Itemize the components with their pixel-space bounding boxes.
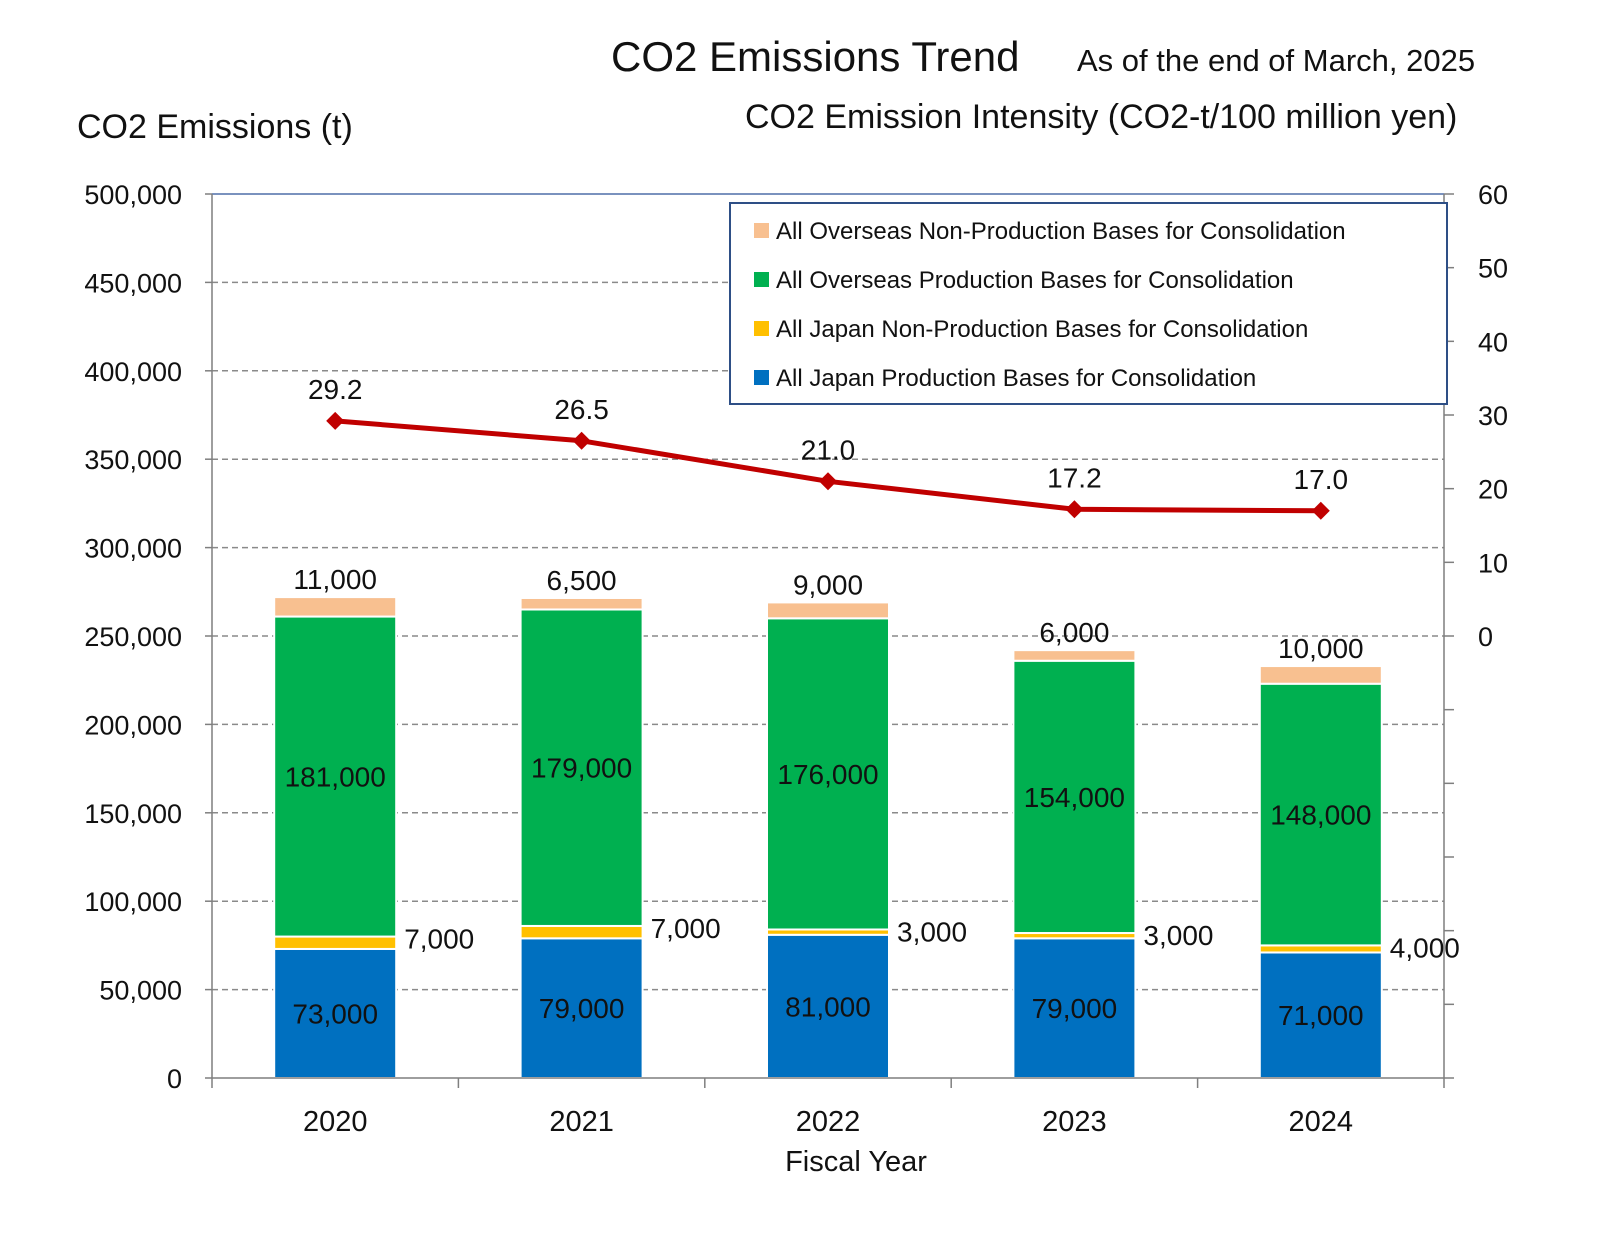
bar-segment bbox=[766, 933, 890, 1079]
bar-segment bbox=[519, 596, 644, 611]
x-category-label: 2020 bbox=[303, 1106, 368, 1138]
legend-label: All Japan Production Bases for Consolida… bbox=[776, 365, 1256, 392]
bar-segment bbox=[519, 924, 644, 940]
intensity-line: 29.2 26.5 21.0 17.2 17.0 bbox=[308, 374, 1348, 520]
intensity-point bbox=[1311, 501, 1330, 520]
bar-value-label: 71,000 bbox=[1278, 1000, 1364, 1031]
right-axis-tick-label: 40 bbox=[1478, 327, 1508, 357]
intensity-point bbox=[819, 472, 837, 491]
bar-value-label: 179,000 bbox=[531, 753, 632, 784]
legend-swatch bbox=[754, 321, 769, 336]
legend-label: All Overseas Production Bases for Consol… bbox=[776, 267, 1294, 294]
bar-value-label: 6,000 bbox=[1039, 617, 1109, 648]
left-axis-tick-label: 150,000 bbox=[84, 799, 182, 829]
intensity-value-label: 21.0 bbox=[801, 434, 856, 465]
bar-value-label: 4,000 bbox=[1390, 932, 1460, 963]
legend-swatch bbox=[754, 272, 769, 287]
bar-segment bbox=[273, 615, 398, 938]
legend-swatch bbox=[754, 370, 769, 385]
bar-value-label: 6,500 bbox=[547, 565, 617, 596]
right-axis-tick-label: 20 bbox=[1478, 475, 1508, 505]
left-axis-tick-label: 400,000 bbox=[84, 357, 182, 387]
bar-value-label: 79,000 bbox=[1032, 993, 1118, 1024]
bar-segment bbox=[273, 935, 398, 950]
left-axis-tick-label: 0 bbox=[167, 1064, 182, 1094]
bar-value-label: 10,000 bbox=[1278, 633, 1364, 664]
bar-value-label: 79,000 bbox=[539, 993, 625, 1024]
left-axis-tick-label: 100,000 bbox=[84, 887, 182, 917]
right-axis-title: CO2 Emission Intensity (CO2-t/100 millio… bbox=[745, 98, 1458, 136]
bar-value-label: 73,000 bbox=[292, 998, 378, 1029]
bar-value-label: 3,000 bbox=[1143, 920, 1213, 951]
bar-segment bbox=[273, 596, 398, 618]
intensity-value-label: 17.0 bbox=[1294, 464, 1349, 495]
right-axis-tick-label: 30 bbox=[1478, 401, 1508, 431]
legend-label: All Japan Non-Production Bases for Conso… bbox=[776, 316, 1308, 343]
intensity-point bbox=[572, 431, 591, 450]
x-category-label: 2021 bbox=[549, 1106, 614, 1138]
right-axis-tick-label: 50 bbox=[1478, 254, 1508, 284]
bar-segment bbox=[1258, 682, 1383, 947]
legend: All Overseas Non-Production Bases for Co… bbox=[729, 202, 1448, 405]
legend-box bbox=[729, 202, 1448, 405]
bar-segment bbox=[1012, 649, 1137, 662]
right-axis-tick-label: 60 bbox=[1478, 180, 1508, 210]
bars bbox=[273, 596, 1383, 1079]
bar-segment bbox=[519, 608, 644, 927]
intensity-value-label: 17.2 bbox=[1047, 462, 1102, 493]
bar-segment bbox=[1258, 951, 1383, 1079]
intensity-value-label: 26.5 bbox=[554, 394, 609, 425]
bar-segment bbox=[1012, 659, 1137, 935]
left-axis-tick-label: 300,000 bbox=[84, 534, 182, 564]
right-axis-tick-label: 10 bbox=[1478, 548, 1508, 578]
intensity-value-label: 29.2 bbox=[308, 374, 363, 405]
bar-value-label: 3,000 bbox=[897, 916, 967, 947]
left-axis-tick-label: 500,000 bbox=[84, 180, 182, 210]
bar-segment bbox=[1012, 937, 1137, 1079]
x-category-label: 2022 bbox=[796, 1106, 861, 1138]
bar-value-label: 9,000 bbox=[793, 569, 863, 600]
left-axis-tick-label: 200,000 bbox=[84, 710, 182, 740]
bar-value-label: 81,000 bbox=[785, 991, 871, 1022]
axes: 0 50,000 100,000 150,000 200,000 250,000 300,0… bbox=[84, 180, 1508, 1178]
data-labels: 73,000 7,000 181,000 11,000 79,000 7,000 179,0… bbox=[285, 564, 1460, 1031]
bar-segment bbox=[1258, 665, 1383, 685]
chart-as-of-date: As of the end of March, 2025 bbox=[1077, 43, 1476, 78]
x-category-label: 2024 bbox=[1289, 1106, 1354, 1138]
bar-segment bbox=[1258, 944, 1383, 954]
bar-value-label: 7,000 bbox=[651, 913, 721, 944]
left-axis-tick-label: 50,000 bbox=[99, 976, 182, 1006]
bar-value-label: 181,000 bbox=[285, 762, 386, 793]
legend-swatch bbox=[754, 223, 769, 238]
left-axis-tick-label: 450,000 bbox=[84, 268, 182, 298]
legend-label: All Overseas Non-Production Bases for Co… bbox=[776, 218, 1346, 245]
right-axis-tick-label: 0 bbox=[1478, 622, 1493, 652]
bar-value-label: 11,000 bbox=[293, 564, 377, 595]
bar-segment bbox=[766, 601, 890, 620]
chart-title: CO2 Emissions Trend bbox=[611, 33, 1020, 80]
bar-value-label: 7,000 bbox=[404, 924, 474, 955]
bar-value-label: 148,000 bbox=[1270, 800, 1371, 831]
x-category-label: 2023 bbox=[1042, 1106, 1107, 1138]
bar-segment bbox=[766, 617, 890, 931]
intensity-point bbox=[326, 411, 345, 430]
bar-value-label: 154,000 bbox=[1024, 782, 1125, 813]
left-axis-tick-label: 350,000 bbox=[84, 445, 182, 475]
intensity-point bbox=[1065, 500, 1084, 519]
x-axis-title: Fiscal Year bbox=[785, 1146, 927, 1178]
left-axis-title: CO2 Emissions (t) bbox=[77, 108, 353, 146]
left-axis-tick-label: 250,000 bbox=[84, 622, 182, 652]
bar-value-label: 176,000 bbox=[777, 759, 878, 790]
